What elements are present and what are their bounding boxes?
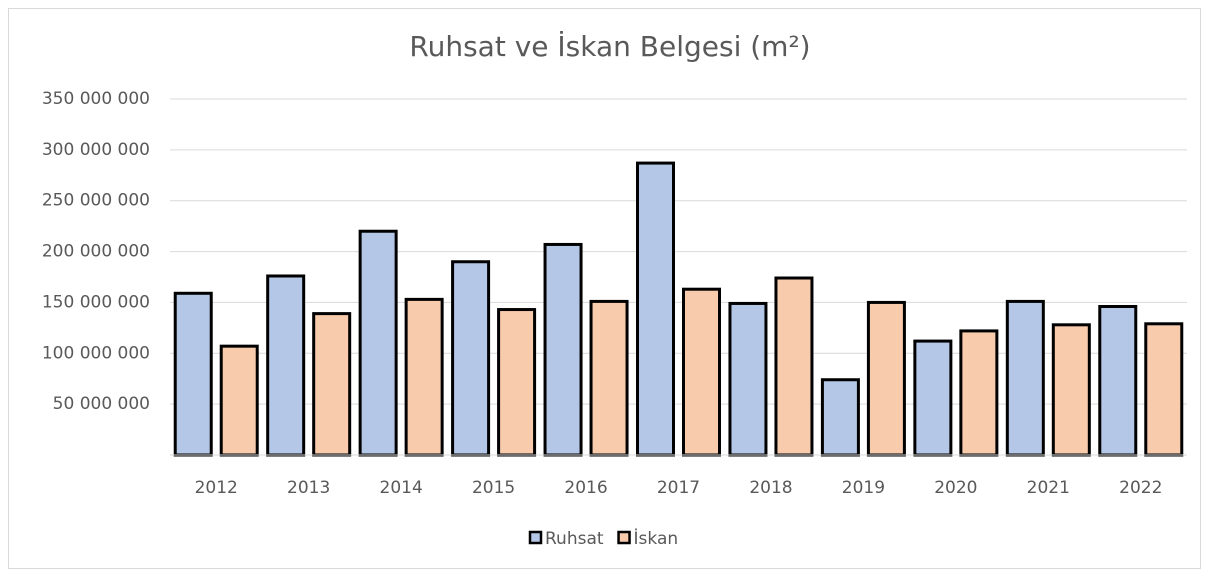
- y-tick-label: 150 000 000: [42, 292, 150, 312]
- bar: [497, 308, 537, 457]
- x-tick-label: 2022: [1119, 478, 1162, 498]
- legend-swatch: [528, 530, 543, 545]
- bar: [959, 329, 999, 457]
- bar: [312, 312, 352, 457]
- bar: [866, 300, 906, 457]
- bar: [1144, 322, 1184, 457]
- x-tick-label: 2017: [657, 478, 700, 498]
- y-tick-label: 200 000 000: [42, 242, 150, 262]
- bar: [173, 291, 213, 457]
- x-tick-label: 2016: [564, 478, 607, 498]
- bar: [636, 161, 675, 457]
- y-tick-label: 250 000 000: [42, 191, 150, 211]
- x-tick-label: 2021: [1027, 478, 1070, 498]
- chart-title: Ruhsat ve İskan Belgesi (m²): [409, 30, 810, 63]
- bar: [451, 260, 491, 457]
- bar: [589, 299, 629, 457]
- y-tick-label: 50 000 000: [53, 394, 150, 414]
- bar: [1005, 299, 1045, 457]
- legend-label: Ruhsat: [545, 529, 604, 549]
- bar: [358, 229, 398, 457]
- bar: [682, 287, 721, 457]
- x-tick-label: 2019: [842, 478, 885, 498]
- x-tick-label: 2015: [472, 478, 515, 498]
- y-tick-label: 300 000 000: [42, 140, 150, 160]
- x-tick-label: 2018: [749, 478, 792, 498]
- x-tick-label: 2013: [287, 478, 330, 498]
- x-tick-label: 2014: [380, 478, 423, 498]
- bar: [820, 378, 860, 457]
- x-tick-label: 2012: [195, 478, 238, 498]
- bar: [1098, 304, 1138, 457]
- bar: [266, 274, 306, 457]
- bar: [728, 301, 768, 457]
- x-tick-label: 2020: [934, 478, 977, 498]
- bar: [774, 276, 814, 457]
- bar: [913, 339, 953, 457]
- y-tick-label: 350 000 000: [42, 89, 150, 109]
- legend-label: İskan: [634, 528, 679, 549]
- bar: [404, 297, 444, 457]
- chart-frame: [8, 8, 1201, 569]
- bar: [1051, 323, 1091, 457]
- y-tick-label: 100 000 000: [42, 343, 150, 363]
- bar: [543, 242, 583, 457]
- legend-swatch: [617, 530, 631, 545]
- bar: [219, 344, 259, 457]
